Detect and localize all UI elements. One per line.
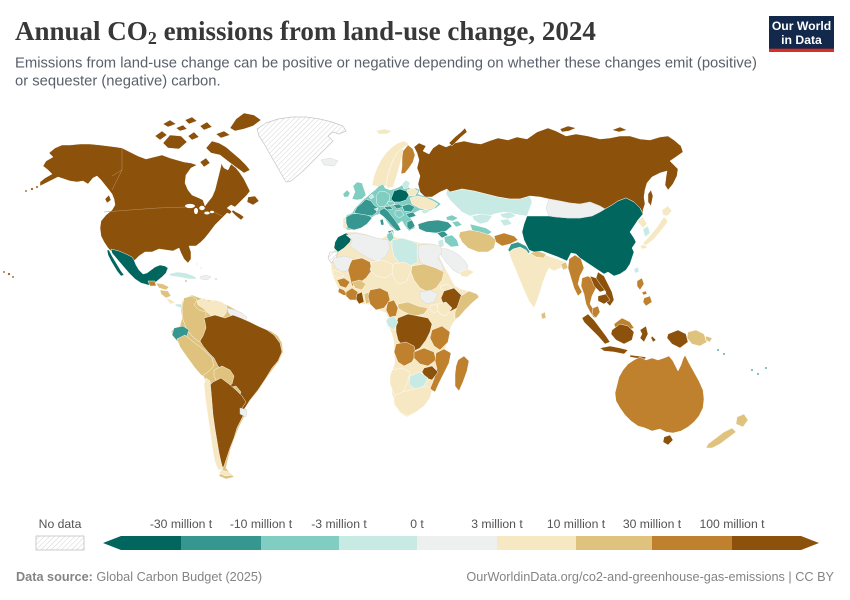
svg-text:OurWorldinData.org/co2-and-gre: OurWorldinData.org/co2-and-greenhouse-ga… [466,570,834,584]
svg-text:30 million t: 30 million t [623,517,682,531]
svg-text:100 million t: 100 million t [699,517,765,531]
svg-text:-10 million t: -10 million t [230,517,293,531]
svg-text:3 million t: 3 million t [471,517,523,531]
svg-text:0 t: 0 t [410,517,424,531]
svg-text:Data source: Global Carbon Bud: Data source: Global Carbon Budget (2025) [16,570,262,584]
svg-text:Emissions from land-use change: Emissions from land-use change can be po… [15,56,757,72]
svg-text:-30 million t: -30 million t [150,517,213,531]
svg-text:No data: No data [39,517,82,531]
svg-text:10 million t: 10 million t [547,517,606,531]
svg-text:Annual CO2 emissions from land: Annual CO2 emissions from land-use chang… [15,16,596,48]
svg-text:Our World: Our World [772,19,831,33]
svg-text:or sequester (negative) carbon: or sequester (negative) carbon. [15,74,221,90]
svg-text:in Data: in Data [781,33,822,47]
svg-text:-3 million t: -3 million t [311,517,367,531]
